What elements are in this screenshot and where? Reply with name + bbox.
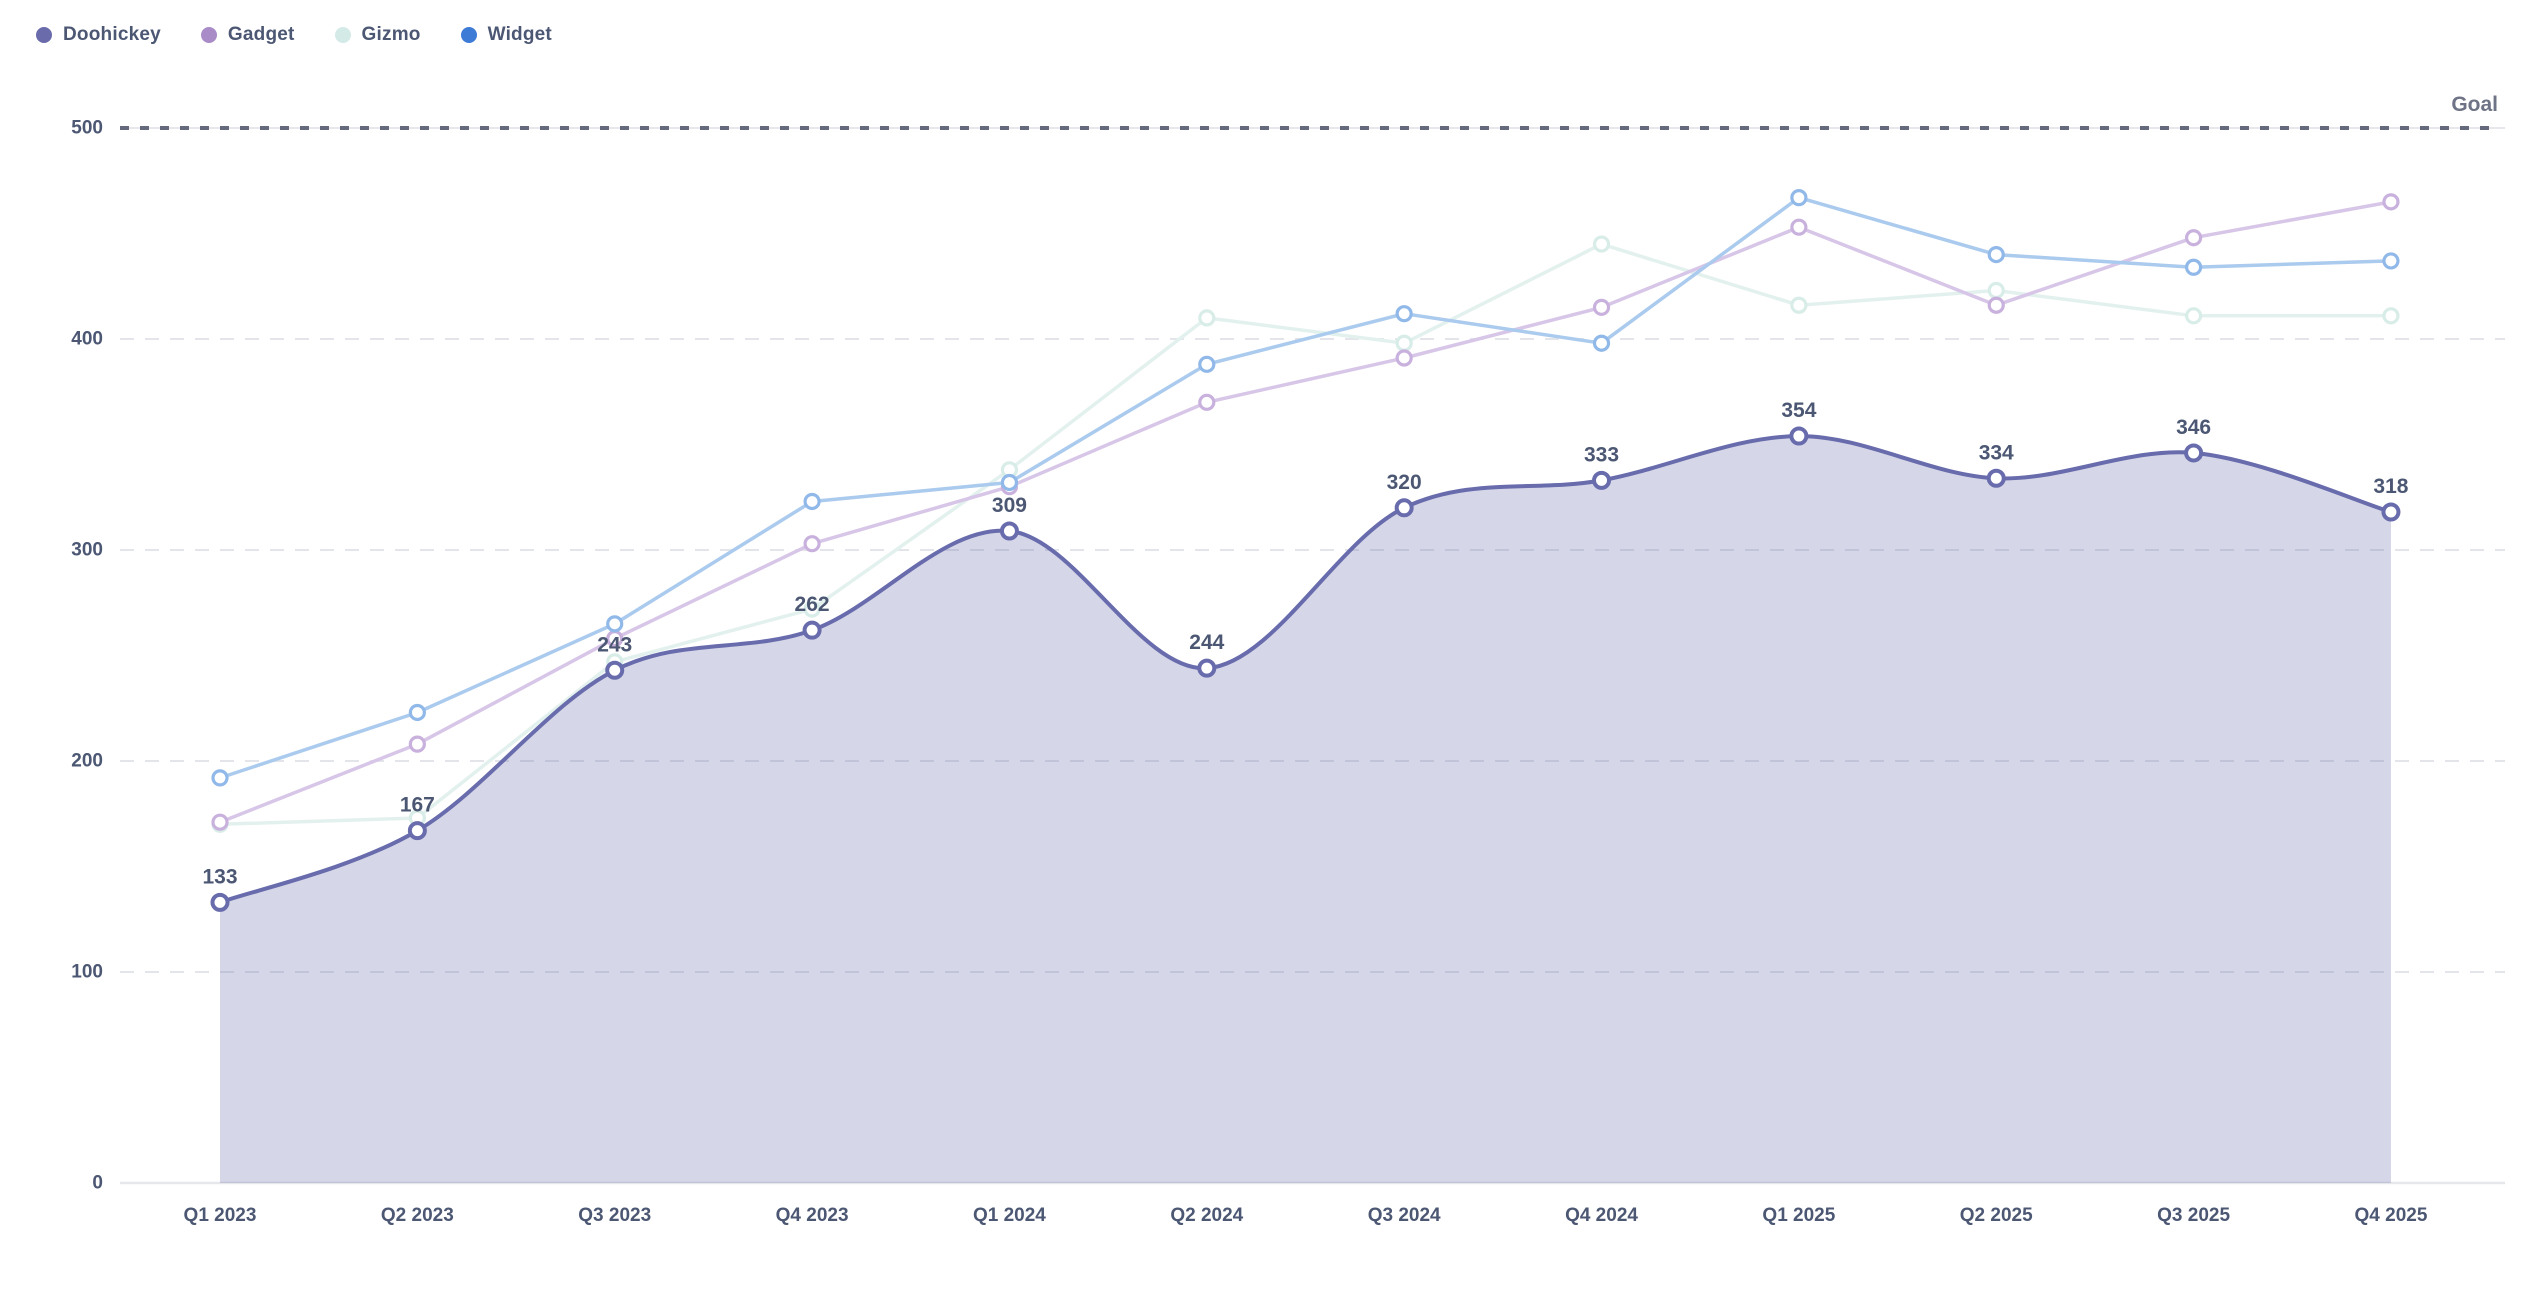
- legend-label: Gizmo: [361, 24, 421, 45]
- y-tick-label: 200: [71, 751, 103, 772]
- x-tick-label: Q3 2023: [578, 1205, 651, 1226]
- value-label-doohickey: 133: [202, 865, 237, 888]
- data-point-doohickey-q2-2025[interactable]: [1986, 468, 2006, 488]
- y-tick-label: 400: [71, 329, 103, 350]
- value-label-doohickey: 262: [795, 593, 830, 616]
- data-point-widget-q3-2025[interactable]: [2185, 258, 2203, 276]
- data-point-widget-q2-2024[interactable]: [1198, 355, 1216, 373]
- legend-label: Doohickey: [63, 24, 161, 45]
- data-point-gadget-q2-2023[interactable]: [408, 735, 426, 753]
- data-point-gizmo-q3-2025[interactable]: [2185, 307, 2203, 325]
- data-point-gadget-q3-2025[interactable]: [2185, 229, 2203, 247]
- series-line-widget[interactable]: [218, 195, 2393, 780]
- data-point-widget-q1-2025[interactable]: [1790, 189, 1808, 207]
- y-tick-label: 500: [71, 118, 103, 139]
- value-label-doohickey: 334: [1979, 441, 2014, 464]
- legend-dot-gadget: [200, 27, 217, 43]
- x-tick-label: Q3 2024: [1368, 1205, 1441, 1226]
- legend-dot-gizmo: [334, 27, 351, 43]
- value-label-doohickey: 167: [400, 794, 435, 817]
- data-point-doohickey-q4-2024[interactable]: [1592, 470, 1612, 490]
- legend: Doohickey Gadget Gizmo Widget: [36, 24, 552, 46]
- data-point-doohickey-q2-2023[interactable]: [407, 821, 427, 841]
- x-tick-label: Q2 2023: [381, 1205, 454, 1226]
- data-point-widget-q3-2024[interactable]: [1395, 305, 1413, 323]
- value-label-doohickey: 346: [2176, 416, 2211, 439]
- value-label-doohickey: 309: [992, 494, 1027, 517]
- data-point-gizmo-q3-2024[interactable]: [1395, 334, 1413, 352]
- data-point-doohickey-q4-2023[interactable]: [802, 620, 822, 640]
- data-point-doohickey-q3-2024[interactable]: [1394, 498, 1414, 518]
- x-tick-label: Q2 2024: [1170, 1205, 1243, 1226]
- legend-label: Widget: [487, 24, 552, 45]
- legend-dot-doohickey: [36, 27, 52, 43]
- data-point-gadget-q3-2024[interactable]: [1395, 349, 1413, 367]
- legend-dot-widget: [460, 27, 477, 43]
- legend-item-widget[interactable]: Widget: [460, 24, 552, 46]
- series-line-gadget[interactable]: [218, 200, 2393, 824]
- legend-label: Gadget: [227, 24, 295, 45]
- data-point-gizmo-q4-2025[interactable]: [2382, 307, 2400, 325]
- legend-item-gadget[interactable]: Gadget: [200, 24, 295, 46]
- data-point-doohickey-q1-2025[interactable]: [1789, 426, 1809, 446]
- x-tick-label: Q1 2025: [1762, 1205, 1835, 1226]
- y-tick-label: 0: [92, 1173, 103, 1194]
- series-area-doohickey: [220, 436, 2391, 1183]
- data-point-gizmo-q4-2023[interactable]: [803, 600, 821, 618]
- value-label-doohickey: 318: [2373, 475, 2408, 498]
- x-tick-label: Q1 2024: [973, 1205, 1046, 1226]
- legend-item-doohickey[interactable]: Doohickey: [36, 24, 161, 46]
- data-point-gadget-q1-2025[interactable]: [1790, 218, 1808, 236]
- data-point-gizmo-q1-2025[interactable]: [1790, 296, 1808, 314]
- data-point-widget-q4-2023[interactable]: [803, 492, 821, 511]
- goal-label: Goal: [2451, 93, 2498, 116]
- data-point-doohickey-q3-2023[interactable]: [605, 660, 625, 680]
- data-point-doohickey-q4-2025[interactable]: [2381, 502, 2401, 522]
- data-point-widget-q4-2025[interactable]: [2382, 252, 2400, 270]
- x-tick-label: Q1 2023: [184, 1205, 257, 1226]
- data-point-gizmo-q2-2024[interactable]: [1198, 309, 1216, 327]
- data-point-gadget-q4-2023[interactable]: [803, 535, 821, 553]
- data-point-gadget-q4-2024[interactable]: [1592, 298, 1611, 316]
- data-point-widget-q3-2023[interactable]: [606, 615, 624, 633]
- data-point-gizmo-q4-2024[interactable]: [1592, 235, 1611, 253]
- y-tick-label: 100: [71, 962, 103, 983]
- value-label-doohickey: 243: [597, 633, 632, 656]
- data-point-gizmo-q2-2025[interactable]: [1987, 281, 2005, 300]
- data-point-widget-q1-2023[interactable]: [211, 769, 229, 787]
- data-point-doohickey-q1-2024[interactable]: [999, 521, 1019, 541]
- y-tick-label: 300: [71, 540, 103, 561]
- value-label-doohickey: 354: [1781, 399, 1816, 422]
- x-tick-label: Q4 2024: [1565, 1205, 1638, 1226]
- data-point-widget-q2-2023[interactable]: [408, 703, 426, 722]
- x-tick-label: Q2 2025: [1960, 1205, 2033, 1226]
- value-label-doohickey: 244: [1189, 631, 1224, 654]
- value-label-doohickey: 320: [1387, 471, 1422, 494]
- data-point-doohickey-q3-2025[interactable]: [2184, 443, 2204, 463]
- data-point-gadget-q2-2025[interactable]: [1987, 296, 2005, 314]
- data-point-gadget-q2-2024[interactable]: [1198, 393, 1216, 411]
- data-point-widget-q2-2025[interactable]: [1987, 246, 2005, 264]
- data-point-doohickey-q1-2023[interactable]: [210, 892, 230, 912]
- data-point-widget-q4-2024[interactable]: [1592, 334, 1611, 352]
- x-tick-label: Q3 2025: [2157, 1205, 2230, 1226]
- data-point-doohickey-q2-2024[interactable]: [1197, 658, 1217, 678]
- legend-item-gizmo[interactable]: Gizmo: [334, 24, 421, 46]
- x-tick-label: Q4 2025: [2355, 1205, 2428, 1226]
- data-point-gadget-q1-2023[interactable]: [211, 813, 229, 831]
- data-point-gadget-q4-2025[interactable]: [2382, 193, 2400, 211]
- data-point-widget-q1-2024[interactable]: [1000, 473, 1019, 492]
- value-label-doohickey: 333: [1584, 443, 1619, 466]
- x-tick-label: Q4 2023: [776, 1205, 849, 1226]
